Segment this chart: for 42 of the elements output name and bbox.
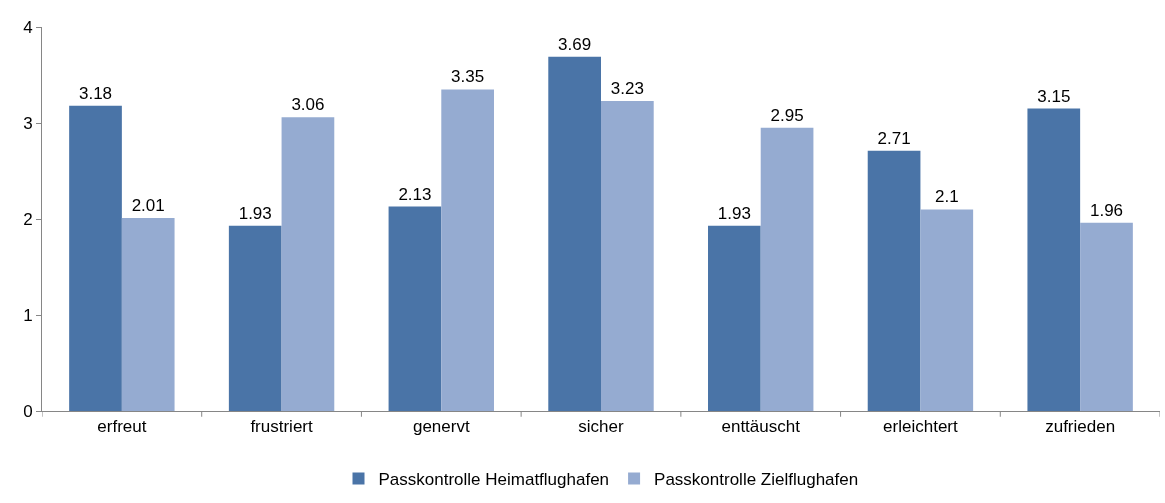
data-label: 1.93	[717, 203, 751, 223]
y-tick-label: 2	[23, 209, 33, 229]
bar	[708, 225, 761, 411]
data-label: 3.69	[558, 34, 592, 54]
bar	[69, 105, 122, 411]
bar	[121, 218, 175, 411]
data-label: 3.15	[1037, 86, 1071, 106]
x-tick-label: frustriert	[250, 417, 314, 437]
x-tick-label: erfreut	[97, 417, 147, 437]
bar	[548, 56, 601, 411]
data-label: 2.1	[934, 187, 959, 207]
bar	[920, 209, 974, 411]
data-label: 1.96	[1089, 200, 1124, 220]
bar	[441, 89, 494, 411]
y-tick-label: 3	[23, 113, 33, 133]
x-tick-label: enttäuscht	[721, 417, 801, 437]
bar	[228, 225, 282, 411]
data-label: 3.18	[78, 83, 113, 103]
data-label: 1.93	[238, 203, 272, 223]
bar	[867, 150, 921, 411]
y-tick-label: 1	[23, 305, 33, 325]
bar	[601, 100, 654, 411]
data-label: 2.13	[398, 184, 432, 204]
data-label: 3.23	[610, 78, 644, 98]
x-tick-label: erleichtert	[883, 417, 959, 437]
y-tick-label: 0	[23, 401, 33, 421]
data-label: 2.95	[770, 105, 804, 125]
x-tick-label: sicher	[578, 417, 625, 437]
legend-label: Passkontrolle Heimatflughafen	[378, 470, 610, 490]
legend-label: Passkontrolle Zielflughafen	[654, 470, 859, 490]
bar	[1027, 108, 1081, 411]
x-tick-label: genervt	[412, 417, 470, 437]
bar	[281, 117, 335, 411]
bar	[760, 127, 814, 411]
bar	[1080, 222, 1133, 411]
y-tick-label: 4	[23, 17, 33, 37]
data-label: 3.35	[451, 67, 485, 87]
data-label: 3.06	[291, 95, 325, 115]
x-tick-label: zufrieden	[1045, 417, 1116, 437]
data-label: 2.01	[131, 196, 165, 216]
data-label: 2.71	[877, 128, 911, 148]
bar	[388, 206, 442, 411]
